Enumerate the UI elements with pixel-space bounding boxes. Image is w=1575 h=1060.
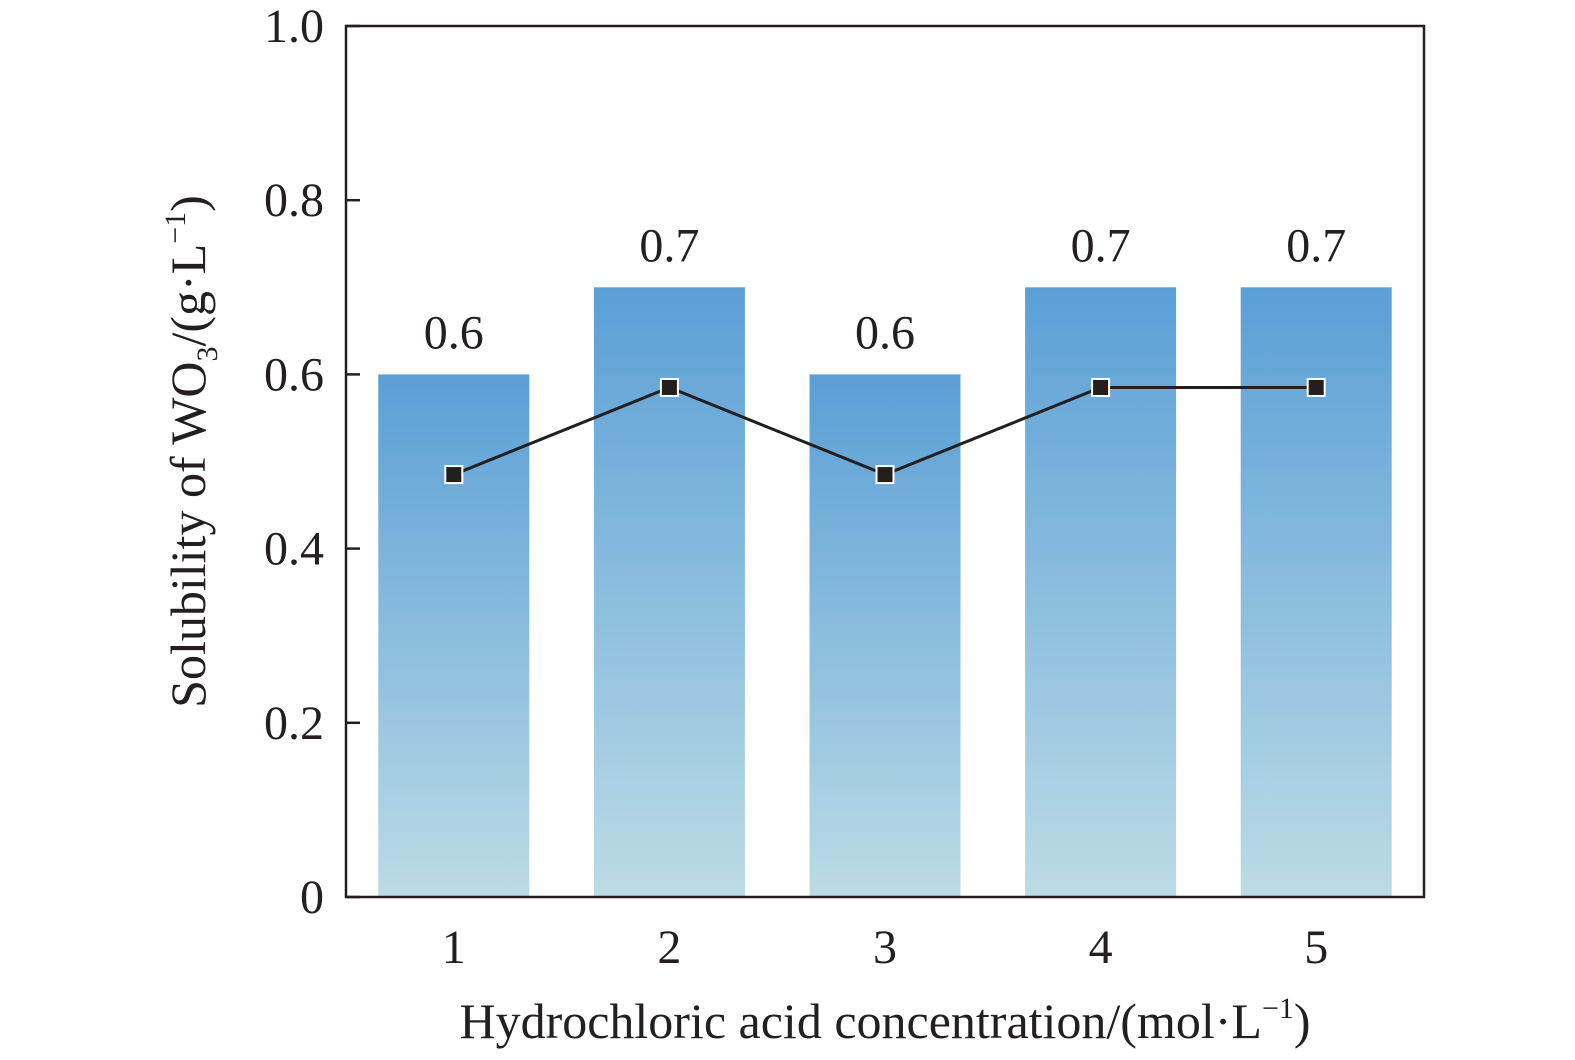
line-marker	[1306, 377, 1326, 397]
line-marker	[444, 465, 464, 485]
data-labels: 0.6 0.7 0.6 0.7 0.7	[424, 219, 1346, 359]
x-axis-title-end: )	[1294, 993, 1311, 1049]
data-label: 0.6	[855, 306, 915, 359]
y-axis-title-a: Solubility of WO	[160, 361, 216, 707]
line-marker	[875, 465, 895, 485]
plot-frame	[344, 24, 1426, 899]
x-axis-title-main: Hydrochloric acid concentration/(mol·L	[459, 993, 1261, 1049]
x-tick-label: 1	[442, 921, 466, 974]
y-tick-label: 0.6	[264, 348, 324, 401]
line-marker	[659, 377, 679, 397]
bars	[378, 287, 1392, 897]
x-axis-title-sup: −1	[1262, 992, 1294, 1025]
y-tick-label: 0	[300, 871, 324, 924]
y-tick-label: 0.2	[264, 697, 324, 750]
y-axis-title-b: /(g·L	[160, 244, 216, 347]
y-tick-label: 1.0	[264, 0, 324, 53]
bar	[809, 374, 961, 897]
y-axis-title-sup: −1	[159, 212, 192, 244]
x-axis-title: Hydrochloric acid concentration/(mol·L−1…	[459, 992, 1310, 1049]
y-axis-title-end: )	[160, 195, 216, 212]
data-label: 0.6	[424, 306, 484, 359]
y-tick-label: 0.8	[264, 174, 324, 227]
x-axis: 1 2 3 4 5	[442, 921, 1328, 974]
y-axis-title-sub: 3	[191, 346, 224, 361]
x-tick-label: 5	[1304, 921, 1328, 974]
data-label: 0.7	[1286, 219, 1346, 272]
y-tick-label: 0.4	[264, 523, 324, 576]
x-tick-label: 3	[873, 921, 897, 974]
data-label: 0.7	[639, 219, 699, 272]
line-marker	[1091, 377, 1111, 397]
x-tick-label: 2	[657, 921, 681, 974]
data-label: 0.7	[1071, 219, 1131, 272]
x-tick-label: 4	[1089, 921, 1113, 974]
line-series	[444, 377, 1326, 485]
y-axis-title: Solubility of WO3/(g·L−1)	[159, 195, 224, 708]
bar	[378, 374, 530, 897]
y-axis: 0 0.2 0.4 0.6 0.8 1.0	[264, 0, 360, 924]
